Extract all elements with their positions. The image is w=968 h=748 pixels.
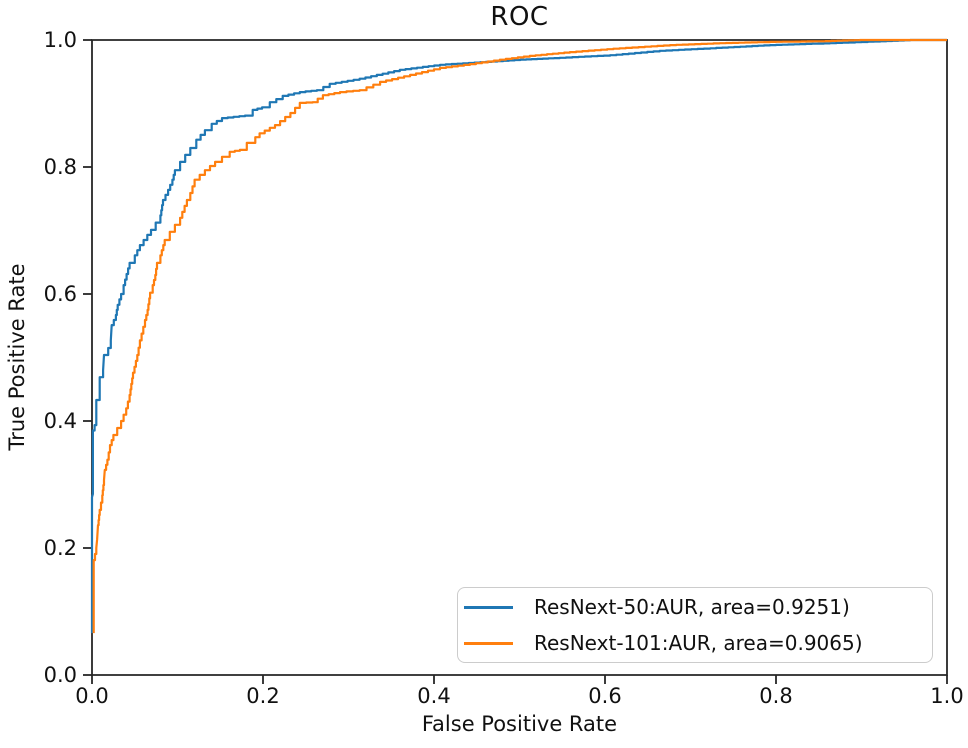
y-tick-label: 0.2 [44, 536, 77, 560]
x-tick-label: 0.0 [75, 684, 108, 708]
x-tick-label: 0.2 [246, 684, 279, 708]
y-axis-label: True Positive Rate [5, 263, 29, 451]
x-axis-label: False Positive Rate [421, 712, 618, 736]
legend-box: ResNext-50:AUR, area=0.9251) ResNext-101… [457, 587, 933, 663]
legend-item: ResNext-101:AUR, area=0.9065) [464, 626, 932, 660]
roc-curve-resnext-50 [90, 38, 947, 634]
x-tick-label: 1.0 [930, 684, 963, 708]
legend-line-sample-blue [464, 605, 513, 609]
roc-curve-resnext-101 [92, 38, 947, 634]
x-tick-label: 0.6 [588, 684, 621, 708]
axes-spines [91, 39, 948, 676]
legend-label: ResNext-50:AUR, area=0.9251) [534, 595, 850, 619]
legend-label: ResNext-101:AUR, area=0.9065) [534, 631, 863, 655]
y-tick-label: 0.8 [44, 155, 77, 179]
x-tick-label: 0.8 [759, 684, 792, 708]
chart-title: ROC [490, 2, 549, 32]
y-tick-label: 0.0 [44, 663, 77, 687]
legend-line-sample-orange [464, 641, 513, 645]
legend-item: ResNext-50:AUR, area=0.9251) [464, 590, 932, 624]
y-tick-label: 0.6 [44, 282, 77, 306]
y-tick-label: 1.0 [44, 28, 77, 52]
y-tick-label: 0.4 [44, 409, 77, 433]
x-tick-label: 0.4 [417, 684, 450, 708]
